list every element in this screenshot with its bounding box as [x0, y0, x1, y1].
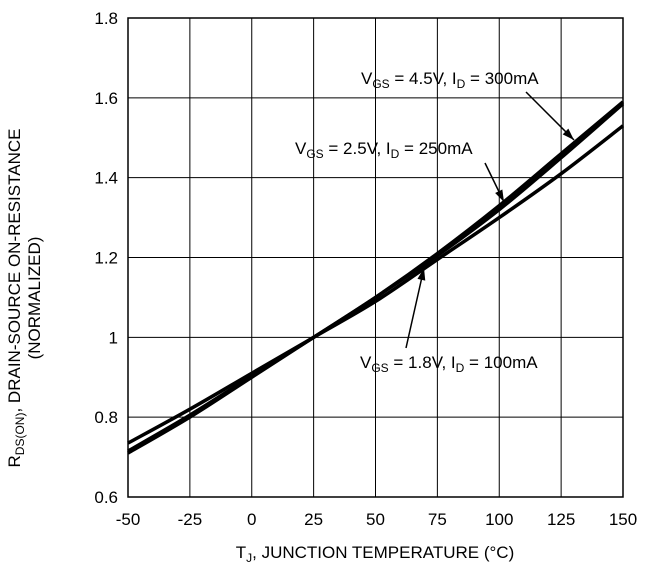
- y-tick-label: 1: [109, 328, 118, 347]
- y-axis-title: RDS(ON), DRAIN-SOURCE ON-RESISTANCE (NOR…: [5, 129, 44, 468]
- y-axis-title-line2: (NORMALIZED): [25, 237, 44, 360]
- annotation-label: VGS = 1.8V, ID = 100mA: [360, 353, 538, 375]
- x-tick-label: -50: [116, 510, 141, 529]
- x-tick-label: 100: [485, 510, 513, 529]
- annotations: VGS = 4.5V, ID = 300mA VGS = 2.5V, ID = 2…: [295, 69, 575, 375]
- annotation-arrowhead: [562, 128, 574, 140]
- x-axis-title: TJ, JUNCTION TEMPERATURE (°C): [236, 543, 515, 565]
- x-tick-label: 0: [247, 510, 256, 529]
- annotation-label: VGS = 2.5V, ID = 250mA: [295, 139, 473, 161]
- y-tick-label: 1.6: [94, 89, 118, 108]
- y-tick-labels: 0.6 0.8 1 1.2 1.4 1.6 1.8: [94, 9, 118, 507]
- x-tick-label: 125: [547, 510, 575, 529]
- x-tick-label: 50: [366, 510, 385, 529]
- y-tick-label: 0.6: [94, 488, 118, 507]
- plot-border: [127, 17, 624, 498]
- y-tick-label: 1.2: [94, 249, 118, 268]
- x-tick-labels: -50 -25 0 25 50 75 100 125 150: [116, 510, 637, 529]
- annotation-leader: [405, 267, 425, 349]
- series-line: [127, 102, 625, 453]
- y-axis-title-line1: RDS(ON), DRAIN-SOURCE ON-RESISTANCE: [5, 129, 27, 468]
- plot-frame: [127, 17, 624, 498]
- annotation: VGS = 4.5V, ID = 300mA: [361, 69, 575, 141]
- x-tick-label: 75: [428, 510, 447, 529]
- annotation: VGS = 1.8V, ID = 100mA: [360, 267, 538, 375]
- x-tick-label: -25: [178, 510, 203, 529]
- annotation: VGS = 2.5V, ID = 250mA: [295, 139, 505, 203]
- annotation-arrowhead: [417, 268, 426, 281]
- x-tick-label: 25: [304, 510, 323, 529]
- x-tick-label: 150: [609, 510, 637, 529]
- series-lines: [127, 100, 625, 455]
- y-tick-label: 1.4: [94, 169, 118, 188]
- y-tick-label: 1.8: [94, 9, 118, 28]
- annotation-arrowhead: [495, 189, 504, 202]
- y-tick-label: 0.8: [94, 408, 118, 427]
- series-line: [127, 124, 625, 445]
- annotation-label: VGS = 4.5V, ID = 300mA: [361, 69, 539, 91]
